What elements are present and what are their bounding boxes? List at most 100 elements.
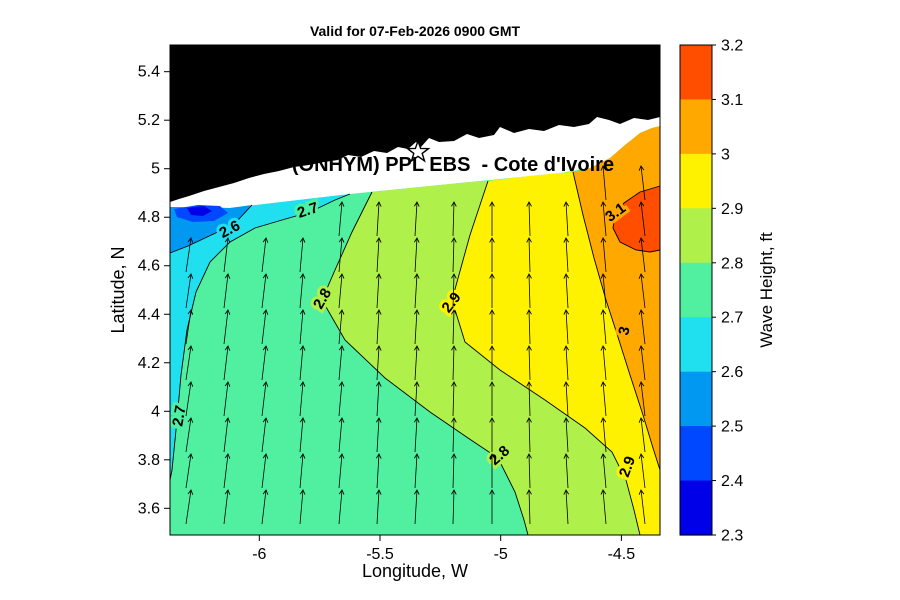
wave-arrow xyxy=(600,453,607,489)
colorbar-tick-label: 2.8 xyxy=(721,255,743,272)
plot-frame xyxy=(169,44,661,536)
wave-arrow xyxy=(451,309,457,345)
wave-arrow xyxy=(375,381,382,417)
band-2.9-3.0 xyxy=(452,172,660,535)
wave-arrow xyxy=(413,201,420,237)
wave-arrow xyxy=(638,237,646,273)
wave-arrow xyxy=(526,381,532,417)
colorbar-band xyxy=(680,153,712,209)
wave-arrow xyxy=(526,201,532,237)
wave-arrow xyxy=(261,453,269,489)
colorbar-tick-label: 2.4 xyxy=(721,473,743,490)
x-tick-label: -5.5 xyxy=(366,546,394,563)
wave-arrow xyxy=(600,309,607,345)
contour-line-2.8 xyxy=(321,191,529,536)
wave-arrow xyxy=(600,489,607,525)
wave-arrow xyxy=(563,489,570,525)
contour-line-2.6 xyxy=(169,204,253,254)
wave-arrow xyxy=(261,309,269,345)
star-marker xyxy=(405,138,431,163)
wave-arrow xyxy=(526,417,532,453)
wave-arrow xyxy=(223,417,231,453)
wave-arrow xyxy=(299,309,306,345)
wave-arrow xyxy=(526,453,532,489)
wave-arrow xyxy=(375,453,382,489)
y-tick-label: 5.4 xyxy=(138,64,160,81)
wave-arrow xyxy=(413,453,420,489)
wave-arrow xyxy=(451,237,457,273)
wave-arrow xyxy=(451,417,457,453)
x-tick-label: -4.5 xyxy=(608,546,636,563)
colorbar-band xyxy=(680,208,712,264)
colorbar-tick-label: 3.2 xyxy=(721,38,743,55)
wave-arrow xyxy=(338,309,345,345)
wave-arrow xyxy=(223,453,231,489)
wave-arrow xyxy=(375,417,382,453)
colorbar-band xyxy=(680,99,712,155)
wave-arrow xyxy=(375,345,382,381)
y-tick-label: 3.6 xyxy=(138,500,160,517)
wave-arrow xyxy=(223,237,231,273)
colorbar-tick-label: 2.7 xyxy=(721,310,743,327)
y-tick-label: 3.8 xyxy=(138,452,160,469)
wave-direction-arrows xyxy=(185,165,646,525)
wave-arrow xyxy=(338,417,345,453)
colorbar-band xyxy=(680,317,712,373)
colorbar-frame xyxy=(679,44,713,536)
wave-arrow xyxy=(451,381,457,417)
wave-arrow xyxy=(563,309,570,345)
wave-arrow xyxy=(375,201,382,237)
wave-arrow xyxy=(223,309,231,345)
y-tick-label: 4 xyxy=(151,403,160,420)
band-2.8-2.9 xyxy=(322,181,640,535)
colorbar: 3.2 3.1 3 2.9 2.8 2.7 2.6 2.5 2.4 2.3 xyxy=(679,38,743,545)
wave-arrow xyxy=(526,273,532,309)
wave-arrow xyxy=(638,309,646,345)
y-axis-label: Latitude, N xyxy=(108,246,128,334)
wave-arrow xyxy=(451,201,457,237)
wave-arrow xyxy=(451,489,457,525)
y-tick-label: 4.6 xyxy=(138,258,160,275)
wave-arrow xyxy=(638,381,646,417)
y-tick-label: 4.4 xyxy=(138,306,160,323)
colorbar-label: Wave Height, ft xyxy=(757,232,776,348)
wave-arrow xyxy=(261,273,269,309)
wave-arrow xyxy=(451,453,457,489)
wave-arrow xyxy=(526,309,532,345)
colorbar-tick-label: 2.9 xyxy=(721,201,743,218)
wave-arrow xyxy=(299,489,306,525)
wave-arrow xyxy=(413,489,420,525)
wave-arrow xyxy=(563,453,570,489)
contour-line-3.1 xyxy=(612,185,661,253)
y-tick-label: 4.8 xyxy=(138,209,160,226)
wave-arrow xyxy=(299,453,306,489)
wave-arrow xyxy=(375,309,382,345)
colorbar-tick-label: 3 xyxy=(721,146,730,163)
wave-arrow xyxy=(563,381,570,417)
wave-arrow xyxy=(413,345,420,381)
land-mass-cote-divoire xyxy=(170,45,660,202)
wave-arrow xyxy=(413,237,420,273)
wave-arrow xyxy=(638,165,646,201)
wave-arrow xyxy=(638,273,646,309)
wave-arrow xyxy=(185,237,194,273)
colorbar-tick-label: 2.5 xyxy=(721,419,743,436)
wave-arrow xyxy=(638,453,646,489)
x-tick-label: -6 xyxy=(252,546,266,563)
wave-arrow xyxy=(375,273,382,309)
wave-arrow xyxy=(223,381,231,417)
colorbar-band xyxy=(680,262,712,318)
colorbar-band xyxy=(680,371,712,427)
wave-arrow xyxy=(338,273,345,309)
wave-arrow xyxy=(563,237,570,273)
wave-arrow xyxy=(451,345,457,381)
wave-arrow xyxy=(600,345,607,381)
x-axis-label: Longitude, W xyxy=(361,561,469,581)
wave-arrow xyxy=(375,237,382,273)
y-tick-label: 4.2 xyxy=(138,355,160,372)
colorbar-band xyxy=(680,480,712,536)
contour-label-2.7: 2.7 xyxy=(169,404,189,427)
colorbar-tick-label: 3.1 xyxy=(721,92,743,109)
colorbar-tick-label: 2.6 xyxy=(721,364,743,381)
